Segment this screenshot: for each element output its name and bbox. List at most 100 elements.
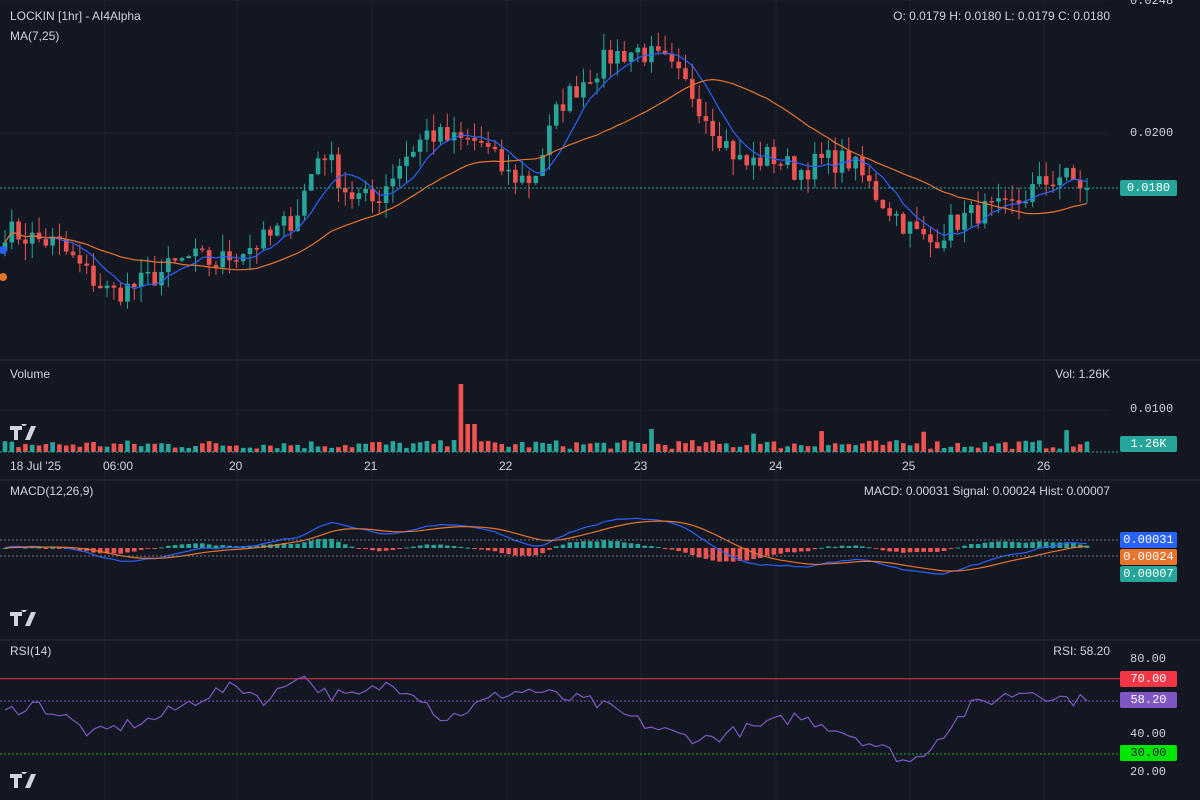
candle-body bbox=[23, 239, 28, 244]
macd-hist-bar bbox=[982, 542, 988, 548]
volume-bar bbox=[57, 444, 62, 452]
candle-body bbox=[431, 130, 437, 142]
macd-hist-bar bbox=[962, 545, 967, 548]
volume-bar bbox=[914, 443, 920, 452]
candle-body bbox=[472, 137, 477, 141]
macd-hist-bar bbox=[710, 548, 716, 561]
price-tick-low: 0.0100 bbox=[1130, 402, 1174, 416]
macd-hist-bar bbox=[907, 548, 913, 553]
candle bbox=[234, 253, 239, 269]
volume-bar bbox=[601, 442, 607, 452]
macd-hist-bar bbox=[996, 541, 1001, 548]
candle bbox=[894, 210, 899, 227]
candle bbox=[880, 198, 886, 210]
candle-body bbox=[1009, 199, 1015, 201]
candle-body bbox=[948, 214, 954, 241]
volume-bar bbox=[948, 446, 954, 452]
macd-hist-bar bbox=[397, 548, 402, 549]
candle-body bbox=[193, 248, 198, 257]
candle-body bbox=[84, 263, 89, 266]
macd-hist-bar bbox=[499, 548, 505, 554]
volume-bar bbox=[1003, 442, 1008, 452]
volume-bar bbox=[621, 440, 627, 452]
volume-bar bbox=[1050, 447, 1056, 452]
price-candles[interactable] bbox=[0, 32, 1120, 309]
macd-hist-bar bbox=[928, 548, 933, 552]
candle-body bbox=[703, 116, 709, 121]
macd-hist-bar bbox=[104, 548, 110, 554]
candle-body bbox=[635, 47, 641, 53]
macd-hist-bar bbox=[411, 546, 416, 548]
macd-hist-bar bbox=[97, 548, 103, 554]
candle-body bbox=[628, 52, 634, 62]
volume-bar bbox=[696, 446, 702, 452]
candle-body bbox=[349, 192, 355, 200]
macd-hist-bar bbox=[220, 545, 226, 548]
candle bbox=[764, 143, 770, 167]
volume-bar bbox=[363, 443, 368, 452]
volume-bar bbox=[227, 445, 232, 452]
rsi-oversold-tag: 30.00 bbox=[1120, 745, 1177, 761]
candle bbox=[928, 227, 933, 258]
macd-hist-bar bbox=[751, 548, 756, 560]
candle bbox=[669, 42, 675, 69]
ma-markers bbox=[0, 246, 7, 281]
volume-bar bbox=[683, 443, 688, 452]
time-label-26: 26 bbox=[1037, 459, 1051, 473]
candle bbox=[315, 151, 321, 176]
volume-bar bbox=[2, 441, 8, 452]
macd-hist-bar bbox=[506, 548, 511, 555]
candle-body bbox=[138, 272, 144, 287]
macd-hist-bar bbox=[322, 538, 328, 548]
candle bbox=[914, 207, 920, 230]
macd-hist-bar bbox=[567, 542, 573, 548]
candle-body bbox=[213, 264, 219, 268]
macd-hist-bar bbox=[458, 546, 464, 548]
volume-bar bbox=[690, 440, 695, 452]
candle bbox=[247, 234, 253, 271]
candle-body bbox=[751, 157, 756, 166]
candle-body bbox=[172, 258, 178, 261]
candle bbox=[50, 228, 55, 255]
volume-bar bbox=[846, 444, 852, 452]
candle-body bbox=[513, 169, 518, 183]
candle-body bbox=[526, 175, 532, 184]
macd-hist-bar bbox=[336, 541, 341, 548]
candle bbox=[152, 256, 158, 286]
macd-hist-bar bbox=[383, 548, 389, 551]
candle-body bbox=[853, 156, 858, 169]
candle-body bbox=[417, 139, 423, 152]
macd-hist-bar bbox=[764, 548, 770, 556]
macd-hist-bar bbox=[431, 544, 437, 548]
volume-bar bbox=[50, 442, 55, 452]
volume-bar bbox=[594, 442, 600, 452]
candle bbox=[336, 147, 341, 203]
volume-bar bbox=[635, 442, 641, 452]
volume-bar bbox=[655, 443, 661, 452]
candle bbox=[547, 114, 552, 170]
volume-bar bbox=[206, 441, 212, 452]
candle bbox=[63, 231, 69, 255]
candle bbox=[281, 211, 287, 237]
candle bbox=[955, 214, 961, 233]
candle bbox=[329, 141, 334, 173]
macd-hist-bar bbox=[533, 548, 539, 556]
macd-hist-bar bbox=[866, 547, 872, 549]
volume-bar bbox=[336, 447, 341, 452]
volume-bar bbox=[118, 444, 123, 452]
candle-body bbox=[308, 174, 314, 191]
time-label-20: 20 bbox=[229, 459, 243, 473]
volume-bar bbox=[268, 445, 273, 452]
volume-bar bbox=[200, 443, 205, 452]
time-label-21: 21 bbox=[364, 459, 378, 473]
macd-hist-bar bbox=[730, 548, 736, 562]
candle bbox=[941, 224, 947, 252]
volume-bar bbox=[792, 443, 797, 452]
volume-bar bbox=[193, 445, 198, 452]
ma-fast-line bbox=[4, 52, 1088, 290]
candle-body bbox=[608, 49, 613, 64]
candle bbox=[805, 162, 811, 193]
macd-hist-bar bbox=[880, 548, 886, 551]
macd-label: MACD(12,26,9) bbox=[10, 484, 94, 498]
